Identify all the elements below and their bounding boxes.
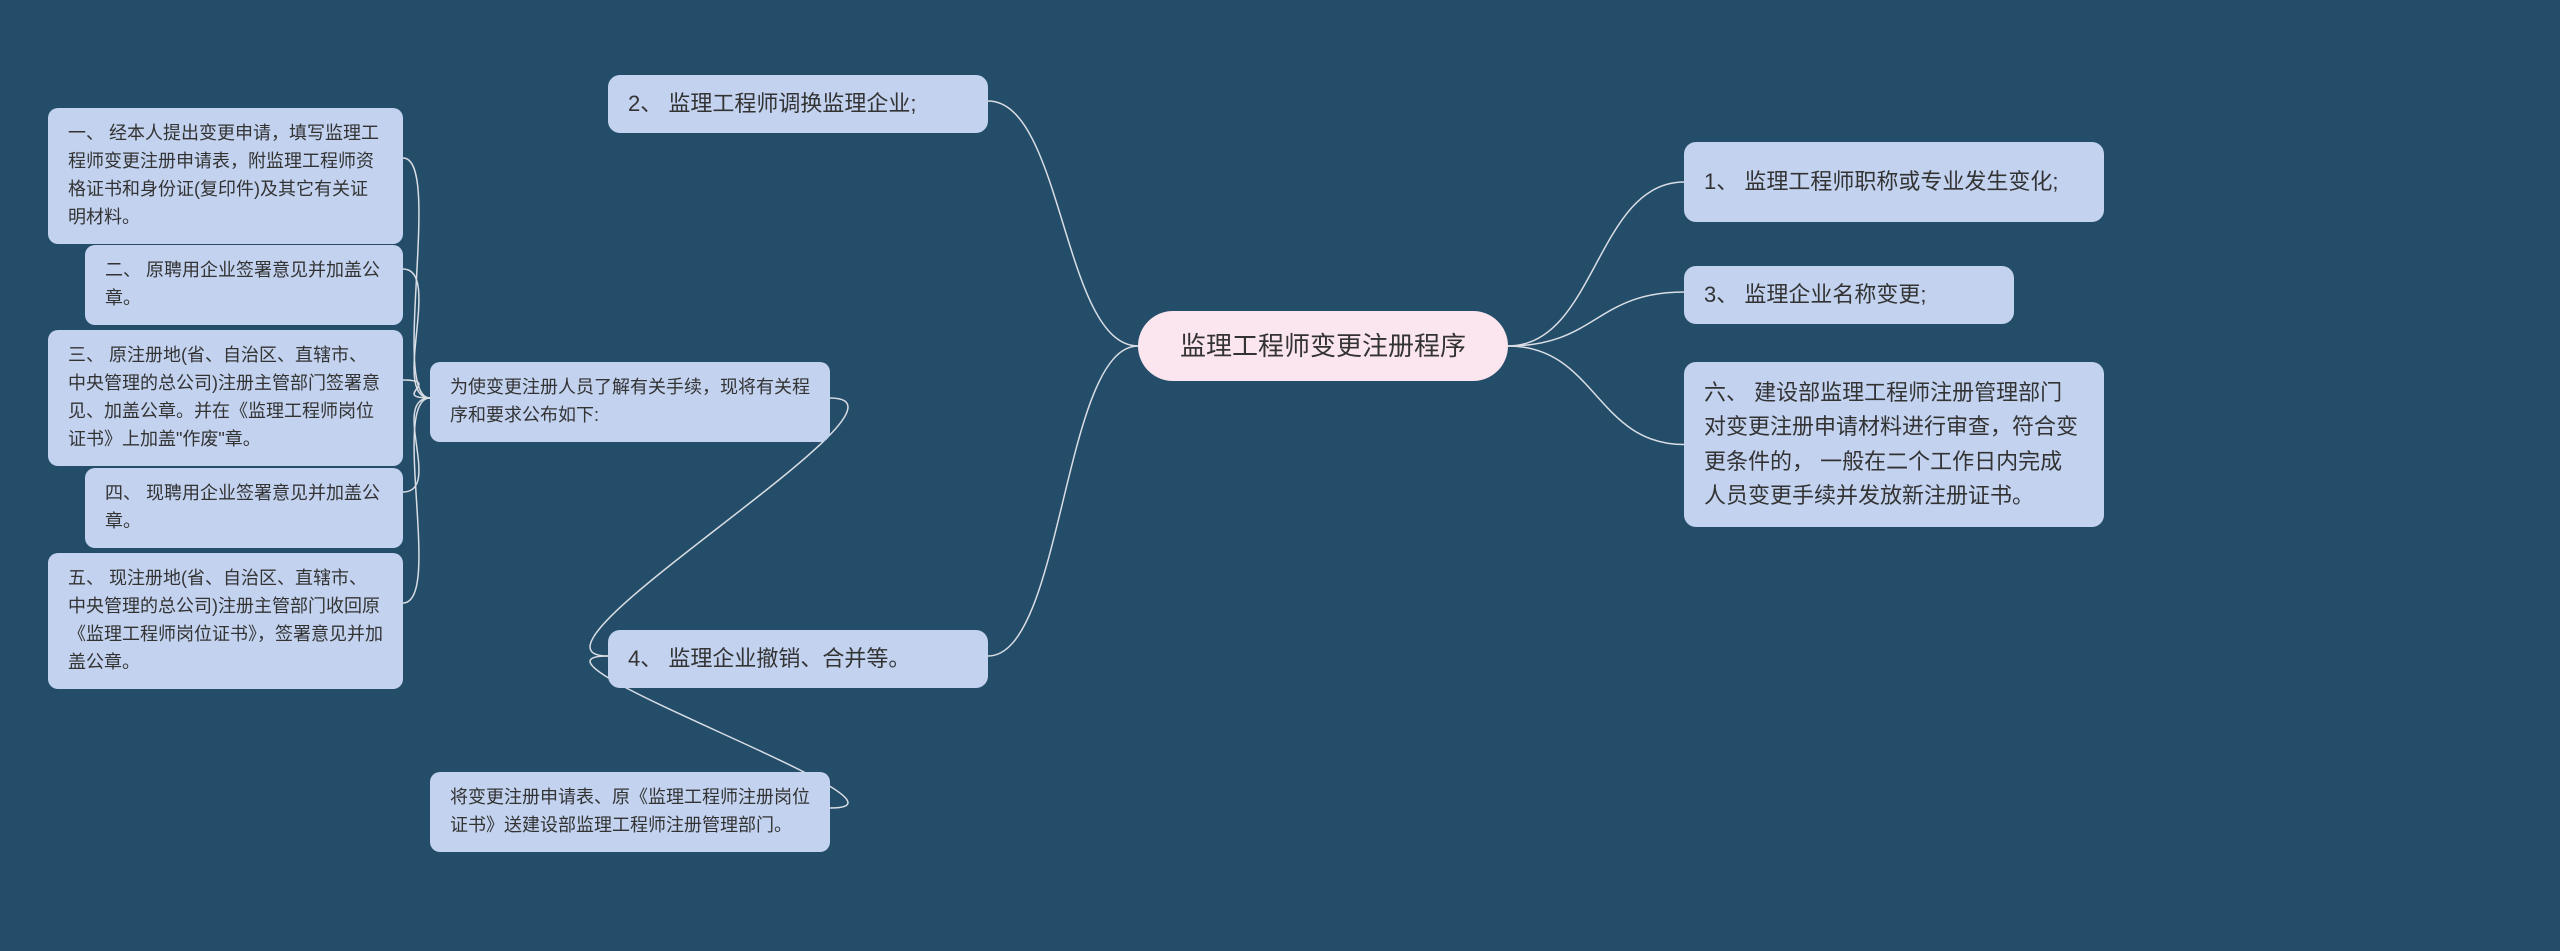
node-s5[interactable]: 五、 现注册地(省、自治区、直辖市、中央管理的总公司)注册主管部门收回原《监理工… [48, 553, 403, 689]
node-s1[interactable]: 一、 经本人提出变更申请，填写监理工程师变更注册申请表，附监理工程师资格证书和身… [48, 108, 403, 244]
node-label: 四、 现聘用企业签署意见并加盖公章。 [105, 480, 383, 536]
node-label: 六、 建设部监理工程师注册管理部门对变更注册申请材料进行审查，符合变更条件的， … [1704, 376, 2084, 512]
edge-proc-s3 [403, 380, 430, 398]
edge-proc-s5 [403, 398, 430, 603]
edge-root-n4 [988, 346, 1138, 656]
node-label: 二、 原聘用企业签署意见并加盖公章。 [105, 257, 383, 313]
node-label: 4、 监理企业撤销、合并等。 [628, 642, 910, 676]
node-s4[interactable]: 四、 现聘用企业签署意见并加盖公章。 [85, 468, 403, 548]
node-label: 三、 原注册地(省、自治区、直辖市、中央管理的总公司)注册主管部门签署意见、加盖… [68, 342, 383, 454]
node-n3[interactable]: 3、 监理企业名称变更; [1684, 266, 2014, 324]
node-n1[interactable]: 1、 监理工程师职称或专业发生变化; [1684, 142, 2104, 222]
node-label: 3、 监理企业名称变更; [1704, 278, 1926, 312]
edge-root-n6 [1508, 346, 1684, 445]
edge-root-n3 [1508, 292, 1684, 346]
node-label: 2、 监理工程师调换监理企业; [628, 87, 916, 121]
node-send[interactable]: 将变更注册申请表、原《监理工程师注册岗位证书》送建设部监理工程师注册管理部门。 [430, 772, 830, 852]
node-label: 1、 监理工程师职称或专业发生变化; [1704, 165, 2058, 199]
node-root[interactable]: 监理工程师变更注册程序 [1138, 311, 1508, 381]
node-label: 为使变更注册人员了解有关手续，现将有关程序和要求公布如下: [450, 374, 810, 430]
node-n4[interactable]: 4、 监理企业撤销、合并等。 [608, 630, 988, 688]
node-s2[interactable]: 二、 原聘用企业签署意见并加盖公章。 [85, 245, 403, 325]
node-label: 监理工程师变更注册程序 [1180, 326, 1466, 366]
mindmap-canvas: 监理工程师变更注册程序 2、 监理工程师调换监理企业; 4、 监理企业撤销、合并等。… [0, 0, 2560, 951]
edge-proc-s4 [403, 398, 430, 492]
node-label: 五、 现注册地(省、自治区、直辖市、中央管理的总公司)注册主管部门收回原《监理工… [68, 565, 383, 677]
node-proc[interactable]: 为使变更注册人员了解有关手续，现将有关程序和要求公布如下: [430, 362, 830, 442]
node-label: 将变更注册申请表、原《监理工程师注册岗位证书》送建设部监理工程师注册管理部门。 [450, 784, 810, 840]
node-s3[interactable]: 三、 原注册地(省、自治区、直辖市、中央管理的总公司)注册主管部门签署意见、加盖… [48, 330, 403, 466]
edge-root-n2 [988, 101, 1138, 346]
edge-proc-s2 [403, 269, 430, 398]
node-n6[interactable]: 六、 建设部监理工程师注册管理部门对变更注册申请材料进行审查，符合变更条件的， … [1684, 362, 2104, 527]
edge-root-n1 [1508, 182, 1684, 346]
node-label: 一、 经本人提出变更申请，填写监理工程师变更注册申请表，附监理工程师资格证书和身… [68, 120, 383, 232]
node-n2[interactable]: 2、 监理工程师调换监理企业; [608, 75, 988, 133]
edge-proc-s1 [403, 158, 430, 398]
